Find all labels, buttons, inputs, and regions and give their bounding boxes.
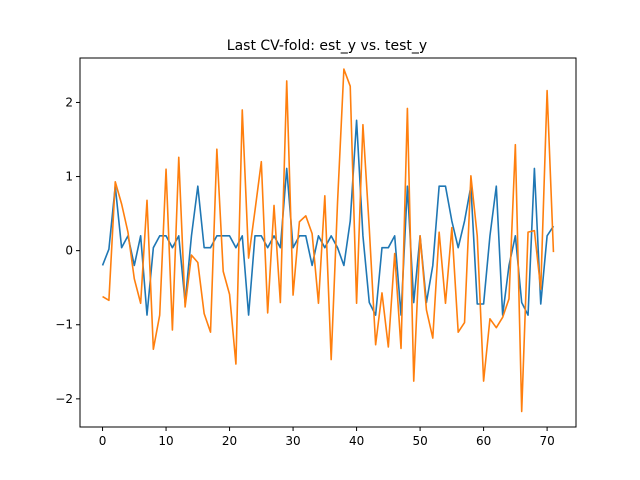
axes-frame — [79, 57, 577, 428]
y-tick-label: 0 — [65, 244, 73, 258]
x-tick-label: 30 — [285, 434, 300, 448]
chart-title: Last CV-fold: est_y vs. test_y — [227, 38, 427, 54]
x-axis-ticks: 0 10 20 30 40 50 60 70 — [99, 427, 555, 448]
x-tick-label: 0 — [99, 434, 107, 448]
x-tick-label: 10 — [158, 434, 173, 448]
y-tick-label: 2 — [65, 95, 73, 109]
x-tick-label: 50 — [412, 434, 427, 448]
x-tick-label: 60 — [476, 434, 491, 448]
y-tick-label: 1 — [65, 170, 73, 184]
y-tick-label: −1 — [55, 318, 73, 332]
x-tick-label: 40 — [349, 434, 364, 448]
y-axis-ticks: −2 −1 0 1 2 — [55, 95, 80, 406]
x-tick-label: 20 — [222, 434, 237, 448]
series-line-2 — [102, 68, 555, 413]
plot-lines — [101, 68, 555, 413]
y-tick-label: −2 — [55, 392, 73, 406]
x-tick-label: 70 — [539, 434, 554, 448]
series-line-1 — [101, 119, 555, 316]
